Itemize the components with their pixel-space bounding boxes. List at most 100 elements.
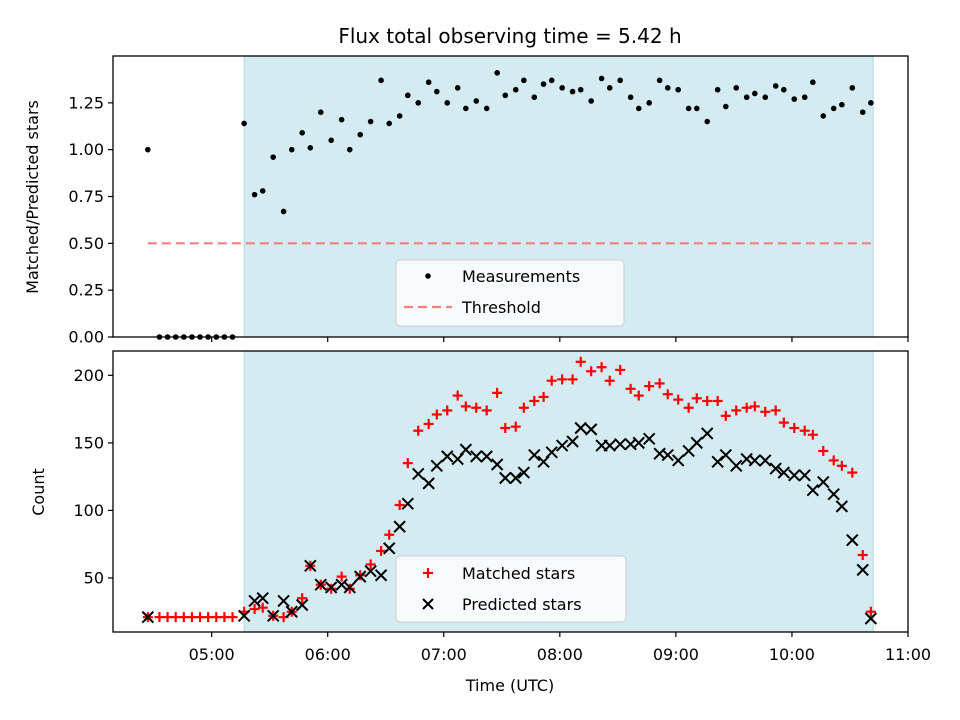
legend-predicted-marker [422,598,434,610]
predicted-star-point [661,448,674,462]
top-panel: 0.00 0.25 0.50 0.75 1.00 1.25 Matched/Predict… [23,55,909,347]
matched-star-point [778,417,789,428]
matched-star-point [596,362,607,373]
predicted-star-point [277,594,290,608]
predicted-star-point [517,466,531,479]
predicted-star-point [574,421,587,435]
y-tick-label: 50 [84,568,104,587]
measurement-point [259,188,266,194]
measurement-point [241,120,247,127]
predicted-star-point [237,609,251,622]
y-tick-label: 200 [73,366,104,385]
predicted-star-point [401,497,414,510]
y-tick-label: 150 [73,433,104,452]
measurement-point [859,109,866,115]
measurement-point [801,94,808,101]
matched-star-point [402,458,413,469]
legend-measurements-label: Measurements [462,267,580,286]
predicted-star-point [566,435,579,448]
measurement-point [386,120,393,127]
matched-star-point [227,612,238,623]
top-y-ticks: 0.00 0.25 0.50 0.75 1.00 1.25 [68,93,113,347]
matched-star-point [546,375,557,386]
measurement-point [415,100,422,106]
matched-star-point [257,602,268,613]
measurement-point [569,88,576,95]
predicted-star-point [788,469,801,482]
measurement-point [635,105,642,112]
chart-title: Flux total observing time = 5.42 h [338,24,681,48]
measurement-point [868,100,874,106]
measurement-point [559,85,565,91]
predicted-star-point [422,477,435,490]
matched-star-point [770,405,781,416]
measurement-point [781,86,787,93]
matched-star-point [760,406,771,417]
measurement-point [483,105,490,112]
bottom-y-ticks: 50 100 150 200 [73,366,113,587]
y-tick-label: 0.25 [68,281,104,300]
measurement-point [396,113,403,119]
matched-star-point [492,387,503,398]
predicted-star-point [835,500,849,513]
measurement-point [656,77,663,84]
top-legend-box [395,259,625,327]
measurement-point [531,94,538,101]
matched-star-point [857,549,868,560]
x-tick-label: 09:00 [653,645,699,664]
predicted-star-point [632,436,645,450]
predicted-star-point [798,469,811,482]
matched-star-point [807,429,818,440]
matched-star-point [297,593,308,604]
measurement-point [317,109,324,115]
predicted-star-point [613,438,627,451]
predicted-star-point [393,520,406,533]
legend-matched-label: Matched stars [462,564,575,583]
measurement-point [540,81,547,87]
matched-star-point [376,545,387,556]
matched-star-point [575,356,586,367]
measurement-point [280,208,287,215]
measurement-point [548,77,555,84]
matched-star-point [604,375,615,386]
predicted-star-point [769,462,782,475]
matched-star-point [500,423,511,434]
matched-star-point [423,418,434,429]
predicted-star-point [266,609,280,622]
predicted-star-point [864,612,878,625]
top-x-ticks [211,337,909,342]
measurement-point [849,85,856,91]
measurement-point [820,113,827,119]
matched-star-point [431,409,442,420]
bottom-legend: Matched stars Predicted stars [395,555,627,623]
predicted-star-point [374,569,388,582]
predicted-star-point [441,450,454,463]
measurement-point [598,75,605,82]
matched-star-point [731,405,742,416]
measurement-point [378,77,384,84]
predicted-star-point [759,454,772,467]
x-tick-label: 05:00 [189,645,235,664]
matched-star-point [865,606,876,617]
predicted-star-point [509,471,522,485]
matched-star-point [557,374,568,385]
matched-star-point [847,467,858,478]
matched-star-point [567,374,578,385]
measurement-point [521,77,527,84]
matched-star-point [529,395,540,406]
predicted-star-point [256,592,269,605]
measurement-point [444,100,451,106]
measurement-point [454,85,461,91]
measurement-point [693,105,700,112]
predicted-star-point [806,483,820,497]
measurement-point [338,116,345,123]
measurement-point [722,103,729,110]
measurement-point [675,86,682,93]
measurement-point [772,83,779,89]
matched-star-point [683,402,694,413]
measurement-point [307,144,314,151]
matched-star-point [510,421,521,432]
measurement-point [685,105,692,112]
matched-star-point [249,604,260,615]
predicted-star-point [353,570,367,583]
